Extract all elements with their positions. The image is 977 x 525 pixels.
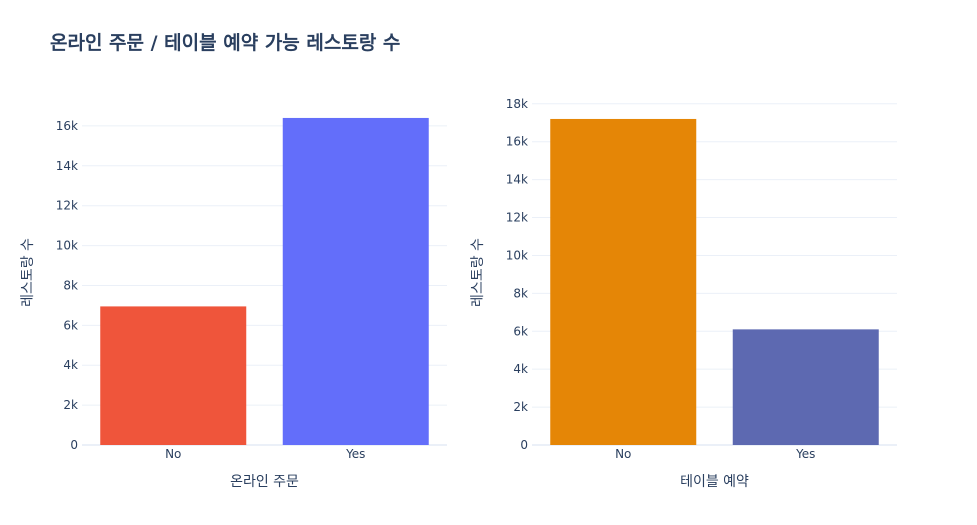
chart-title: 온라인 주문 / 테이블 예약 가능 레스토랑 수 xyxy=(50,32,400,54)
table-booking-chart: 0 2k 4k 6k 8k 10k 12k 14k 16k 18k No Yes 테이블 예약 레스토랑 … xyxy=(470,97,897,490)
y-tick-label: 6k xyxy=(63,318,78,332)
y-tick-label: 8k xyxy=(513,286,528,300)
y-tick-label: 14k xyxy=(506,173,528,187)
bar-yes[interactable] xyxy=(732,329,879,445)
y-tick-label: 8k xyxy=(63,278,78,292)
y-tick-label: 12k xyxy=(506,211,528,225)
y-tick-label: 16k xyxy=(56,119,78,133)
y-axis-title: 레스토랑 수 xyxy=(20,238,36,307)
y-tick-label: 4k xyxy=(63,358,78,372)
y-tick-label: 6k xyxy=(513,324,528,338)
x-tick-label: No xyxy=(165,447,181,461)
x-tick-label: Yes xyxy=(795,447,815,461)
x-tick-label: No xyxy=(615,447,631,461)
y-axis-title: 레스토랑 수 xyxy=(470,238,486,307)
online-order-chart: 0 2k 4k 6k 8k 10k 12k 14k 16k No Yes 온라인 주문 레스토랑 수 xyxy=(20,117,447,490)
bar-no[interactable] xyxy=(550,118,697,445)
y-tick-label: 4k xyxy=(513,362,528,376)
y-tick-label: 2k xyxy=(513,400,528,414)
y-tick-label: 0 xyxy=(70,438,78,452)
y-tick-label: 16k xyxy=(506,135,528,149)
bar-yes[interactable] xyxy=(282,117,429,446)
y-tick-label: 2k xyxy=(63,398,78,412)
y-tick-label: 14k xyxy=(56,159,78,173)
x-tick-label: Yes xyxy=(345,447,365,461)
y-tick-label: 18k xyxy=(506,97,528,111)
y-tick-label: 10k xyxy=(56,239,78,253)
y-tick-label: 12k xyxy=(56,199,78,213)
y-tick-label: 0 xyxy=(520,438,528,452)
x-axis-title: 테이블 예약 xyxy=(680,474,749,490)
bar-no[interactable] xyxy=(100,306,247,445)
y-tick-label: 10k xyxy=(506,248,528,262)
x-axis-title: 온라인 주문 xyxy=(230,474,299,490)
